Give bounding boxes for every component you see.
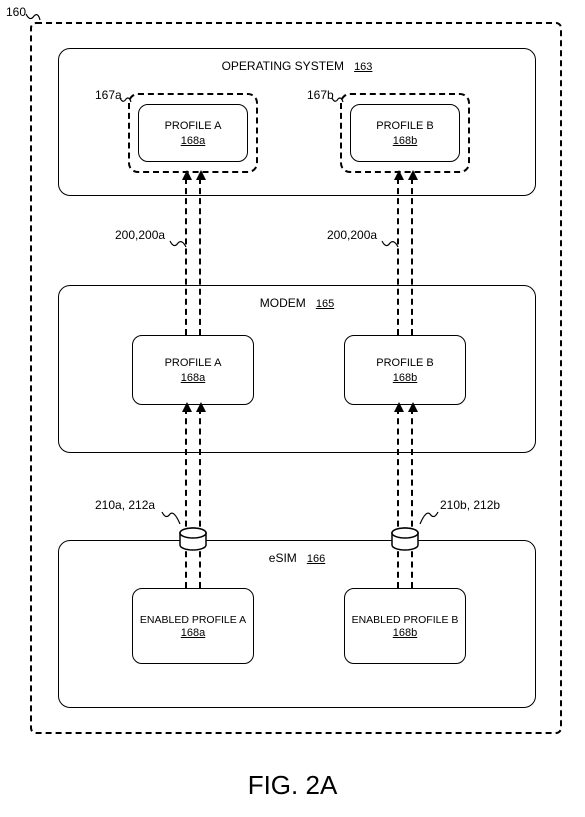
modem-profile-b-label: PROFILE B (376, 356, 433, 371)
esim-title-text: eSIM (269, 551, 297, 565)
esim-title: eSIM 166 (59, 551, 535, 565)
squiggle-167a (118, 96, 132, 106)
os-profile-b-label: PROFILE B (376, 119, 433, 134)
os-profile-b: PROFILE B 168b (350, 104, 460, 162)
arrow-modem-esim-a-r (199, 408, 201, 588)
os-profile-a-label: PROFILE A (165, 119, 222, 134)
arrowhead-ma-up-l (182, 402, 192, 412)
arrow-label-bl: 210a, 212a (95, 498, 155, 512)
arrow-modem-esim-b-l (397, 408, 399, 588)
arrow-os-modem-b-l (397, 178, 399, 335)
os-profile-b-ref: 168b (393, 135, 417, 147)
arrow-modem-esim-b-r (411, 408, 413, 588)
os-ref: 163 (354, 61, 372, 73)
os-profile-a-ref: 168a (181, 135, 205, 147)
squiggle-tl (168, 239, 188, 251)
arrow-label-tr: 200,200a (327, 228, 377, 242)
modem-profile-b: PROFILE B 168b (344, 335, 466, 405)
arrow-label-tl: 200,200a (115, 228, 165, 242)
arrow-os-modem-a-r (199, 178, 201, 335)
arrowhead-a-up-r (196, 170, 206, 180)
modem-ref: 165 (316, 298, 334, 310)
modem-title: MODEM 165 (59, 296, 535, 310)
modem-profile-b-ref: 168b (393, 372, 417, 384)
esim-ref: 166 (307, 553, 325, 565)
figure-caption: FIG. 2A (0, 770, 585, 801)
os-profile-a: PROFILE A 168a (138, 104, 248, 162)
squiggle-tr (380, 239, 400, 251)
arrow-label-br: 210b, 212b (440, 498, 500, 512)
squiggle-bl (160, 510, 182, 526)
cylinder-b (390, 527, 420, 553)
modem-title-text: MODEM (260, 296, 306, 310)
esim-profile-b: ENABLED PROFILE B 168b (344, 588, 466, 664)
os-title: OPERATING SYSTEM 163 (59, 59, 535, 73)
arrow-os-modem-b-r (411, 178, 413, 335)
os-title-text: OPERATING SYSTEM (222, 59, 344, 73)
arrowhead-b-up-l (394, 170, 404, 180)
squiggle-167b (330, 96, 344, 106)
arrow-os-modem-a-l (185, 178, 187, 335)
arrowhead-mb-up-l (394, 402, 404, 412)
squiggle-br (418, 510, 440, 526)
esim-profile-b-ref: 168b (393, 627, 417, 639)
arrowhead-ma-up-r (196, 402, 206, 412)
modem-profile-a-ref: 168a (181, 372, 205, 384)
esim-profile-a-ref: 168a (181, 627, 205, 639)
esim-profile-b-label: ENABLED PROFILE B (352, 613, 459, 628)
arrowhead-mb-up-r (408, 402, 418, 412)
modem-profile-a: PROFILE A 168a (132, 335, 254, 405)
arrowhead-b-up-r (408, 170, 418, 180)
modem-profile-a-label: PROFILE A (165, 356, 222, 371)
arrow-modem-esim-a-l (185, 408, 187, 588)
arrowhead-a-up-l (182, 170, 192, 180)
esim-profile-a: ENABLED PROFILE A 168a (132, 588, 254, 664)
esim-profile-a-label: ENABLED PROFILE A (140, 613, 246, 628)
cylinder-a (178, 527, 208, 553)
